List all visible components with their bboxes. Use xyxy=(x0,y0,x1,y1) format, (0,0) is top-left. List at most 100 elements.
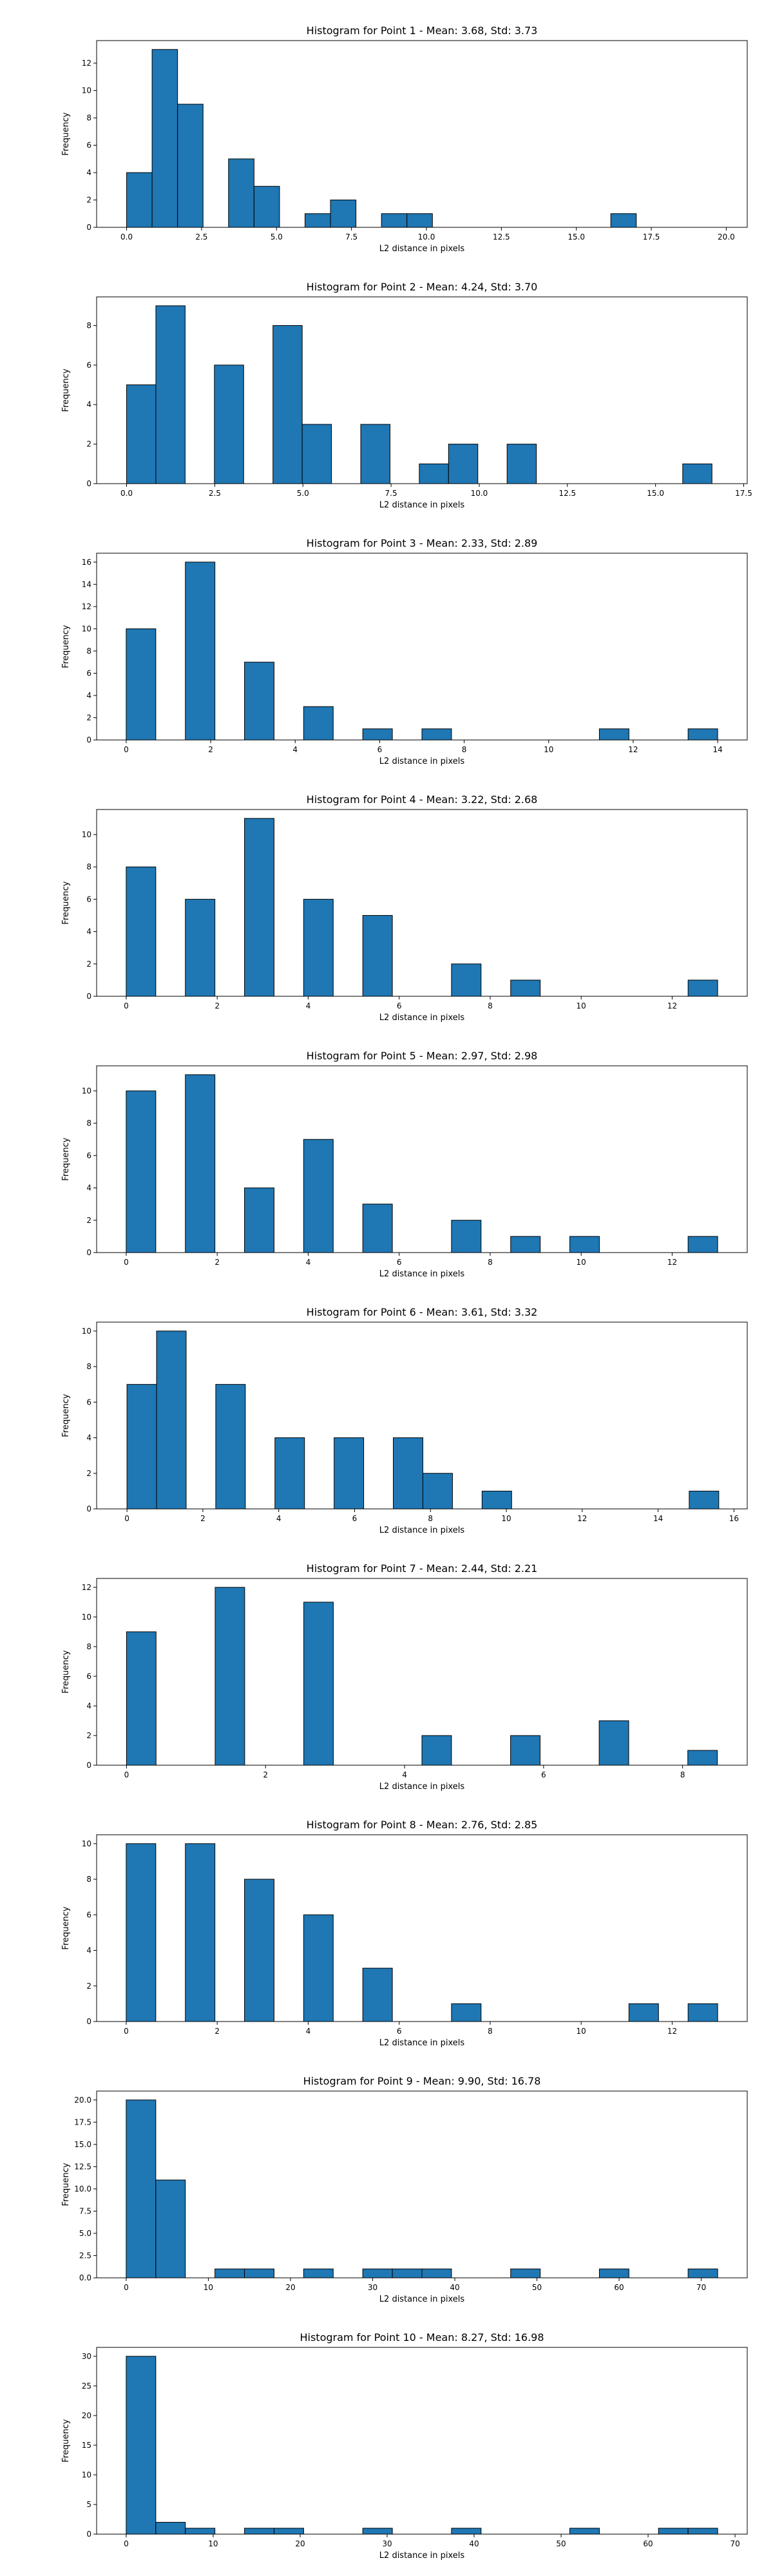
chart-title: Histogram for Point 7 - Mean: 2.44, Std:… xyxy=(307,1562,538,1575)
x-tick-label: 7.5 xyxy=(385,489,397,498)
chart-title: Histogram for Point 3 - Mean: 2.33, Std:… xyxy=(307,537,538,549)
histogram-bar xyxy=(362,728,393,741)
histogram-bar xyxy=(301,424,332,484)
x-tick-label: 30 xyxy=(382,2539,392,2548)
histogram-bar xyxy=(155,2179,186,2278)
histogram-bar xyxy=(610,213,637,228)
histogram-bar xyxy=(185,2528,216,2535)
x-tick-label: 14 xyxy=(712,745,722,754)
x-tick-label: 4 xyxy=(292,745,298,754)
y-tick-label: 10 xyxy=(82,86,91,95)
histogram-bar xyxy=(362,1967,393,2022)
y-tick-label: 2 xyxy=(86,1731,91,1740)
x-tick-label: 12 xyxy=(577,1514,587,1523)
histogram-bar xyxy=(451,2003,482,2022)
histogram-bar xyxy=(421,728,452,741)
histogram-bar xyxy=(510,2268,541,2278)
y-tick-label: 6 xyxy=(86,1151,91,1160)
histogram-bar xyxy=(506,444,537,484)
histogram-bar xyxy=(244,818,274,997)
y-tick-label: 30 xyxy=(82,2352,91,2361)
histogram-bar xyxy=(126,866,157,997)
histogram-bar xyxy=(244,661,274,741)
histogram-bar xyxy=(422,1473,453,1510)
x-tick-label: 50 xyxy=(532,2283,542,2292)
histogram-bar xyxy=(185,898,216,997)
y-axis-label: Frequency xyxy=(61,625,71,668)
histogram-bar xyxy=(682,463,712,484)
y-tick-label: 2 xyxy=(86,1469,91,1478)
x-tick-label: 20 xyxy=(295,2539,305,2548)
y-axis-label: Frequency xyxy=(61,1906,71,1949)
x-tick-label: 0 xyxy=(124,745,129,754)
y-tick-label: 6 xyxy=(86,1910,91,1919)
y-tick-label: 5.0 xyxy=(79,2229,91,2238)
y-tick-label: 4 xyxy=(86,1946,91,1955)
y-tick-label: 15 xyxy=(82,2441,91,2450)
histogram-bar xyxy=(448,444,479,484)
x-tick-label: 40 xyxy=(450,2283,459,2292)
x-axis-label: L2 distance in pixels xyxy=(379,244,465,254)
chart-title: Histogram for Point 1 - Mean: 3.68, Std:… xyxy=(307,24,538,37)
x-tick-label: 0.0 xyxy=(120,232,133,242)
histogram-bar xyxy=(687,1750,718,1766)
histogram-bar xyxy=(244,2268,274,2278)
x-tick-label: 60 xyxy=(614,2283,624,2292)
x-tick-label: 17.5 xyxy=(643,232,660,242)
y-tick-label: 0 xyxy=(86,735,91,744)
histogram-bar xyxy=(185,1843,216,2022)
x-tick-label: 10 xyxy=(544,745,553,754)
plot-frame xyxy=(96,2347,748,2535)
chart-title: Histogram for Point 9 - Mean: 9.90, Std:… xyxy=(303,2075,541,2087)
histogram-bar xyxy=(451,1220,482,1253)
plot-frame xyxy=(96,1065,748,1253)
x-tick-label: 6 xyxy=(352,1514,358,1523)
y-tick-label: 4 xyxy=(86,691,91,700)
x-tick-label: 15.0 xyxy=(568,232,585,242)
histogram-bar xyxy=(360,424,390,484)
histogram-bar xyxy=(481,1490,512,1510)
histogram-bar xyxy=(274,1437,305,1510)
x-tick-label: 14 xyxy=(653,1514,663,1523)
histogram-bar xyxy=(510,980,541,997)
x-tick-label: 0 xyxy=(124,1770,129,1779)
y-tick-label: 6 xyxy=(86,141,91,150)
x-tick-label: 16 xyxy=(729,1514,739,1523)
histogram-bar xyxy=(687,980,718,997)
histogram-bar xyxy=(215,1587,245,1766)
histogram-panel-10: Histogram for Point 10 - Mean: 8.27, Std… xyxy=(61,2331,748,2561)
x-tick-label: 2 xyxy=(215,2027,220,2036)
y-tick-label: 4 xyxy=(86,168,91,177)
y-tick-label: 10 xyxy=(82,624,91,633)
x-tick-label: 70 xyxy=(696,2283,706,2292)
y-tick-label: 12 xyxy=(82,1583,91,1592)
histogram-bar xyxy=(214,365,244,484)
histogram-bar xyxy=(362,2528,393,2535)
x-tick-label: 4 xyxy=(402,1770,407,1779)
y-tick-label: 6 xyxy=(86,895,91,904)
histogram-panel-4: Histogram for Point 4 - Mean: 3.22, Std:… xyxy=(61,793,748,1023)
chart-title: Histogram for Point 4 - Mean: 3.22, Std:… xyxy=(307,793,538,806)
y-tick-label: 6 xyxy=(86,1672,91,1681)
x-tick-label: 10 xyxy=(577,1258,586,1267)
histogram-bar xyxy=(687,1236,718,1253)
x-tick-label: 30 xyxy=(368,2283,377,2292)
histogram-bar xyxy=(687,2528,718,2535)
x-tick-label: 6 xyxy=(397,1258,402,1267)
x-tick-label: 12 xyxy=(667,2027,677,2036)
y-tick-label: 8 xyxy=(86,1119,91,1128)
x-axis-label: L2 distance in pixels xyxy=(379,757,465,766)
y-tick-label: 4 xyxy=(86,1184,91,1193)
x-tick-label: 2 xyxy=(200,1514,205,1523)
chart-title: Histogram for Point 10 - Mean: 8.27, Std… xyxy=(300,2331,544,2344)
histogram-panel-7: Histogram for Point 7 - Mean: 2.44, Std:… xyxy=(61,1562,748,1792)
x-tick-label: 10 xyxy=(204,2283,213,2292)
y-tick-label: 0 xyxy=(86,992,91,1001)
plot-frame xyxy=(96,553,748,741)
x-tick-label: 10.0 xyxy=(418,232,435,242)
histogram-bar xyxy=(244,1879,274,2022)
x-tick-label: 10 xyxy=(577,2027,586,2036)
x-tick-label: 6 xyxy=(541,1770,546,1779)
x-tick-label: 0 xyxy=(124,1258,129,1267)
x-tick-label: 17.5 xyxy=(735,489,752,498)
